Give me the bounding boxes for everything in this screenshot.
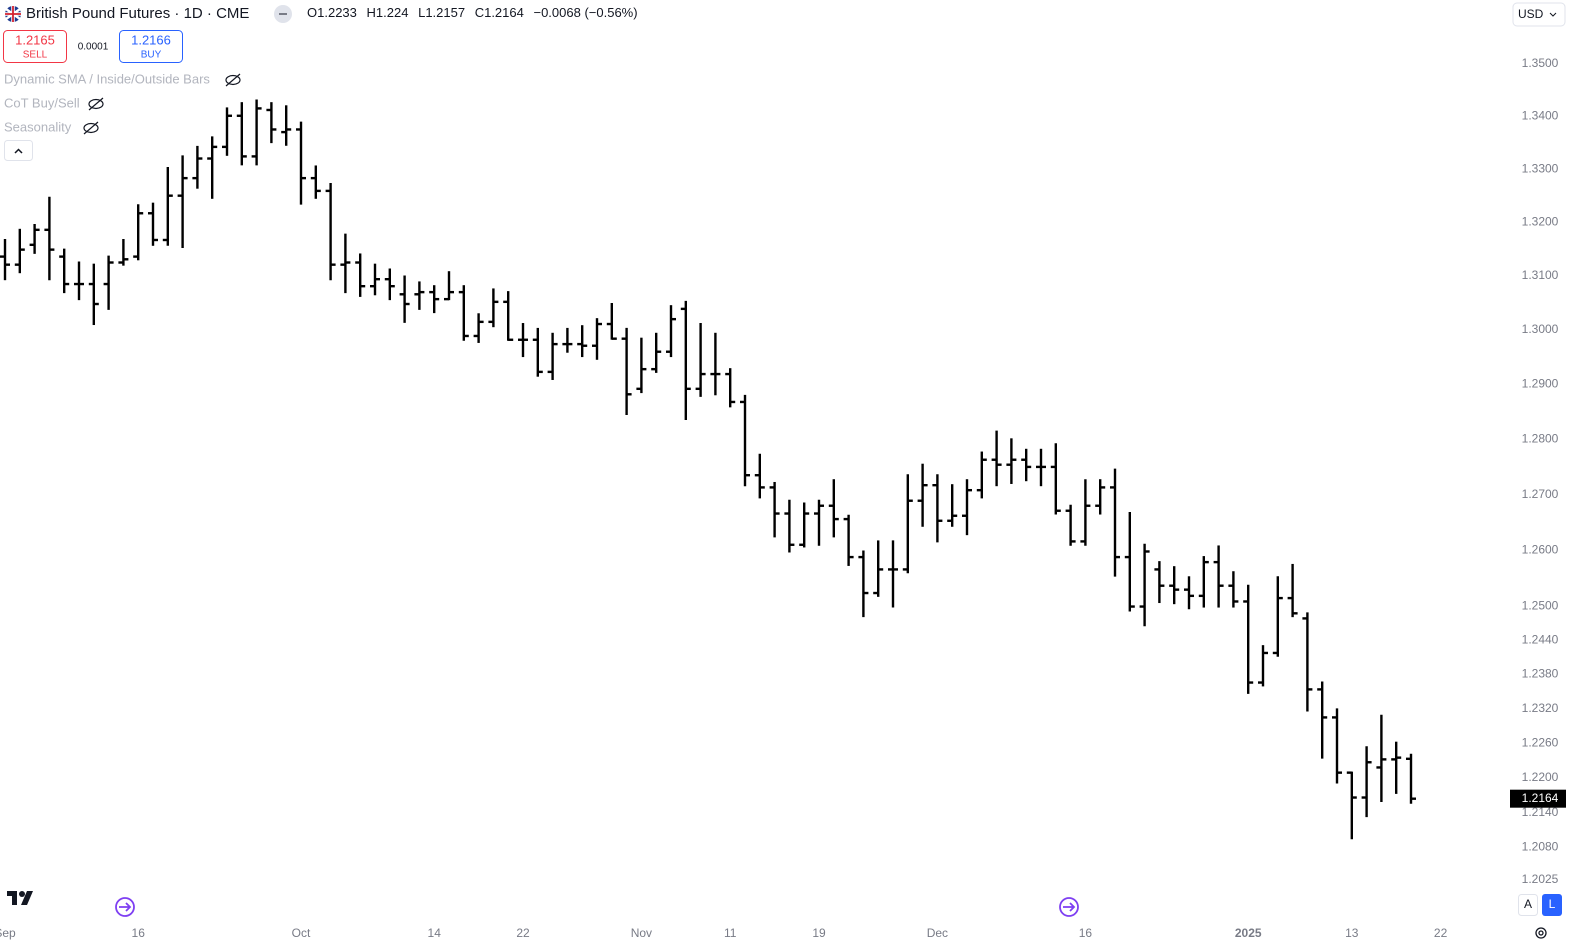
buy-label: BUY (141, 50, 162, 61)
y-tick-label: 1.2700 (1522, 487, 1559, 501)
y-tick-label: 1.2380 (1522, 667, 1559, 681)
x-tick-label: 11 (724, 926, 737, 940)
x-tick-label: 14 (428, 926, 442, 940)
close-label: C (475, 5, 484, 20)
sell-label: SELL (23, 50, 48, 61)
sell-price: 1.2165 (15, 32, 55, 47)
y-tick-label: 1.3500 (1522, 56, 1559, 70)
x-tick-label: 22 (516, 926, 530, 940)
x-tick-label: 13 (1345, 926, 1359, 940)
x-tick-label: Dec (927, 926, 948, 940)
high-label: H (367, 5, 376, 20)
indicator[interactable]: CoT Buy/Sell (4, 95, 80, 110)
y-tick-label: 1.2025 (1522, 872, 1559, 886)
high-value: 1.224 (376, 5, 409, 20)
x-tick-label: 16 (1079, 926, 1093, 940)
plot: 1.3500 1.3400 1.3300 1.3200 1.3100 1.3000 1.29… (0, 56, 1566, 940)
x-tick-label: 2025 (1235, 926, 1262, 940)
y-tick-label: 1.2440 (1522, 633, 1559, 647)
y-tick-label: 1.3300 (1522, 161, 1559, 175)
spread: 0.0001 (78, 42, 109, 53)
auto-scale-button[interactable] (1518, 894, 1538, 916)
settings-icon[interactable] (1535, 927, 1547, 939)
currency: USD (1518, 7, 1544, 21)
last-price-label: 1.2164 (1522, 791, 1559, 805)
change: −0.0068 (−0.56%) (533, 5, 637, 20)
y-tick-label: 1.2800 (1522, 431, 1559, 445)
buy-price: 1.2166 (131, 32, 171, 47)
close-value: 1.2164 (484, 5, 524, 20)
event-marker[interactable] (115, 897, 1079, 917)
log-scale-label: L (1549, 897, 1556, 911)
low-label: L (418, 5, 425, 20)
sell-button[interactable] (3, 30, 67, 63)
y-tick-label: 1.2320 (1522, 701, 1559, 715)
y-tick-label: 1.2900 (1522, 377, 1559, 391)
y-tick-label: 1.2140 (1522, 805, 1559, 819)
x-tick-label: Oct (292, 926, 311, 940)
currency-select[interactable] (1512, 2, 1566, 27)
y-tick-label: 1.2260 (1522, 735, 1559, 749)
y-tick-label: 1.2080 (1522, 840, 1559, 854)
y-tick-label: 1.2500 (1522, 599, 1559, 613)
open-value: 1.2233 (317, 5, 357, 20)
y-tick-label: 1.3000 (1522, 322, 1559, 336)
log-scale-button[interactable] (1542, 894, 1562, 916)
x-tick-label: Sep (0, 926, 16, 940)
ohlc-legend: O1.2233 H1.224 L1.2157 C1.2164 −0.0068 (… (307, 5, 638, 20)
y-tick-label: 1.3400 (1522, 108, 1559, 122)
x-tick-label: 22 (1434, 926, 1448, 940)
flag-icon (5, 6, 21, 22)
buy-button[interactable] (119, 30, 183, 63)
indicator[interactable]: Dynamic SMA / Inside/Outside Bars (4, 71, 210, 86)
y-tick-label: 1.2200 (1522, 770, 1559, 784)
x-tick-label: 19 (812, 926, 826, 940)
last-price-box (1510, 789, 1566, 808)
auto-scale-label: A (1524, 897, 1532, 911)
chevron-icon (14, 148, 23, 154)
open-label: O (307, 5, 317, 20)
y-tick-label: 1.3200 (1522, 215, 1559, 229)
hidden-icons (83, 73, 241, 135)
x-tick-label: 16 (132, 926, 146, 940)
dropdown-icon (1549, 12, 1557, 17)
collapse-icon (279, 13, 287, 15)
x-tick-label: Nov (631, 926, 652, 940)
indicator[interactable]: Seasonality (4, 119, 72, 134)
symbol-title[interactable]: British Pound Futures · 1D · CME (26, 5, 249, 22)
y-tick-label: 1.3100 (1522, 268, 1559, 282)
y-tick-label: 1.2600 (1522, 543, 1559, 557)
low-value: 1.2157 (425, 5, 465, 20)
tradingview-logo (7, 891, 33, 905)
